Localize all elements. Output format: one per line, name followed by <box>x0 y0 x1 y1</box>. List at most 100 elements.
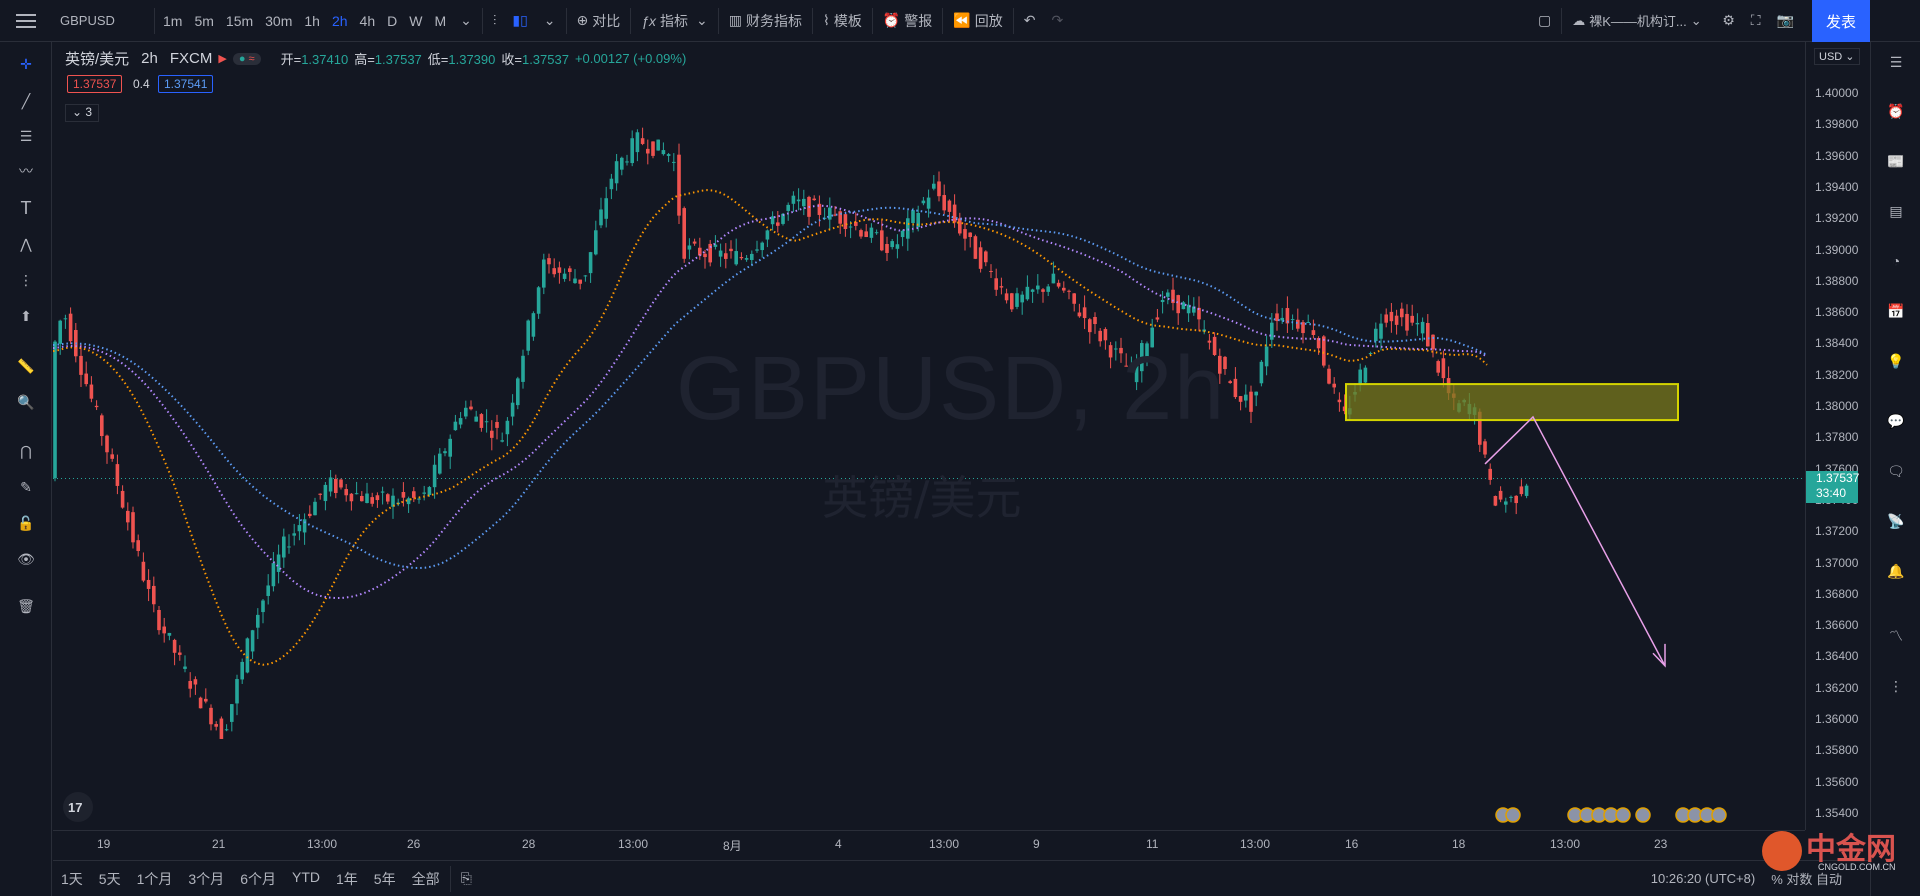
trash-icon[interactable]: 🗑 <box>17 597 35 614</box>
news-icon[interactable]: 📰 <box>1887 152 1905 169</box>
candle-body <box>271 563 276 587</box>
undo-icon[interactable]: ↶ <box>1023 12 1036 28</box>
alarm-clock-icon[interactable]: ⏰ <box>1887 102 1905 119</box>
chevron-down-icon[interactable]: ⌄ <box>543 12 556 28</box>
time-tick: 28 <box>522 837 536 851</box>
menu-icon[interactable] <box>0 0 52 42</box>
chart-pane[interactable]: 17 <box>52 42 1805 830</box>
chat-icon[interactable]: 🗨 <box>1887 462 1905 479</box>
candle-body <box>261 600 265 613</box>
range-8[interactable]: 全部 <box>411 870 440 887</box>
range-2[interactable]: 1个月 <box>136 870 173 887</box>
zoom-icon[interactable]: 🔍 <box>17 393 35 410</box>
candle-style-icon[interactable]: ▮▯ <box>512 12 528 28</box>
trendline-icon[interactable]: ╱ <box>21 92 31 109</box>
templates-button[interactable]: ⌇ 模板 <box>815 0 870 42</box>
candle-body <box>989 270 993 272</box>
time-axis[interactable]: 19 21 13:00 26 28 13:00 8月 4 13:00 9 11 13:00 16 18 13… <box>53 830 1805 860</box>
arrow-up-icon[interactable]: ⬆ <box>20 307 32 324</box>
left-drawing-toolbar: ✛ ╱ ☰ 〰 T ⋀ ⋮ ⬆ 📏 🔍 ⋂ ✎ 🔓 👁 🗑 <box>0 42 52 896</box>
interval-5m[interactable]: 5m <box>194 12 214 29</box>
range-3[interactable]: 3个月 <box>188 870 225 887</box>
eye-icon[interactable]: 👁 <box>17 550 35 567</box>
candle-body <box>105 435 109 453</box>
symbol-search[interactable]: GBPUSD <box>60 13 115 28</box>
price-scale[interactable]: USD ⌄ <box>1805 42 1870 830</box>
candlestick-chart[interactable]: 17 <box>52 42 1805 830</box>
calendar-icon[interactable]: 📅 <box>1887 302 1905 319</box>
range-1[interactable]: 5天 <box>98 870 121 887</box>
interval-15m[interactable]: 15m <box>225 12 254 29</box>
candle-body <box>443 451 447 454</box>
interval-2h[interactable]: 2h <box>331 12 348 29</box>
publish-button[interactable]: 发表 <box>1812 0 1870 42</box>
range-4[interactable]: 6个月 <box>240 870 276 887</box>
interval-30m[interactable]: 30m <box>265 12 293 29</box>
replay-button[interactable]: ⏪ 回放 <box>945 0 1010 42</box>
buy-button[interactable]: 1.37541 <box>158 75 214 93</box>
currency-selector[interactable]: USD ⌄ <box>1814 48 1860 65</box>
candle-body <box>635 132 640 153</box>
sell-button[interactable]: 1.37537 <box>67 75 123 93</box>
chart-trend-icon[interactable]: 〽 <box>1889 628 1903 644</box>
chevron-down-icon[interactable]: ⌄ <box>460 12 472 28</box>
interval-M[interactable]: M <box>434 12 447 29</box>
crosshair-icon[interactable]: ✛ <box>20 55 32 72</box>
interval-1h[interactable]: 1h <box>304 12 320 29</box>
range-6[interactable]: 1年 <box>335 870 358 887</box>
candle-body <box>318 493 322 495</box>
camera-icon[interactable]: 📷 <box>1776 12 1794 28</box>
compare-button[interactable]: ⊕ 对比 <box>569 0 629 42</box>
goto-date-icon[interactable]: ⎘ <box>460 870 472 886</box>
layout-button[interactable]: ☁ 裸K——机构订... ⌄ <box>1564 0 1714 42</box>
range-7[interactable]: 5年 <box>373 870 396 887</box>
hotlist-icon[interactable]: ◔ <box>1891 253 1901 269</box>
clock[interactable]: 10:26:20 (UTC+8) <box>1650 871 1756 886</box>
ruler-icon[interactable]: 📏 <box>17 357 35 374</box>
indicators-button[interactable]: ƒx 指标 ⌄ <box>633 0 716 42</box>
candle-body <box>360 495 364 502</box>
fullscreen-square-icon[interactable]: ▢ <box>1537 12 1552 28</box>
projection-icon[interactable]: ⋀ <box>20 235 32 252</box>
interval-4h[interactable]: 4h <box>359 12 376 29</box>
magnet-icon[interactable]: ⋂ <box>20 442 32 459</box>
price-tick: 1.39800 <box>1815 117 1859 132</box>
pattern-icon[interactable]: 〰 <box>19 163 33 179</box>
redo-icon[interactable]: ↷ <box>1051 12 1064 28</box>
interval-D[interactable]: D <box>387 12 398 29</box>
lock-icon[interactable]: 🔓 <box>17 514 35 531</box>
fib-lines-icon[interactable]: ☰ <box>19 127 33 144</box>
candle-body <box>734 251 738 265</box>
scale-options[interactable]: % 对数 自动 <box>1771 872 1842 887</box>
bar-style-icon[interactable]: ⫶ <box>492 12 497 28</box>
candle-body <box>479 414 484 428</box>
price-tick: 1.39400 <box>1815 179 1859 194</box>
symbol-name[interactable]: 英镑/美元 <box>65 51 130 68</box>
candle-body <box>100 415 104 437</box>
price-tick: 1.35600 <box>1815 774 1859 789</box>
chat-icon[interactable]: 💬 <box>1887 412 1905 429</box>
indicators-toggle[interactable]: ⌄ 3 <box>65 104 100 122</box>
time-tick: 16 <box>1345 837 1359 851</box>
expand-icon[interactable]: ⛶ <box>1750 12 1761 28</box>
alerts-button[interactable]: ⏰ 警报 <box>875 0 940 42</box>
candle-body <box>1493 496 1498 506</box>
datawindow-icon[interactable]: ▤ <box>1889 202 1903 219</box>
range-5[interactable]: YTD <box>291 868 320 885</box>
candle-body <box>656 139 660 151</box>
candle-body <box>573 278 577 284</box>
interval-W[interactable]: W <box>409 12 423 29</box>
sliders-icon[interactable]: ⋮ <box>1889 677 1903 694</box>
range-0[interactable]: 1天 <box>61 870 83 887</box>
broadcast-icon[interactable]: 📡 <box>1887 512 1905 529</box>
bell-icon[interactable]: 🔔 <box>1887 562 1905 579</box>
financials-button[interactable]: ▥ 财务指标 <box>721 0 810 42</box>
measure-icon[interactable]: ⋮ <box>19 271 33 288</box>
watchlist-icon[interactable]: ☰ <box>1889 53 1903 70</box>
pencil-lock-icon[interactable]: ✎ <box>20 478 32 495</box>
interval-1m[interactable]: 1m <box>163 12 183 29</box>
candle-body <box>1051 273 1056 284</box>
gear-icon[interactable]: ⚙ <box>1722 12 1735 28</box>
ideas-icon[interactable]: 💡 <box>1887 352 1905 369</box>
text-icon[interactable]: T <box>20 197 32 218</box>
